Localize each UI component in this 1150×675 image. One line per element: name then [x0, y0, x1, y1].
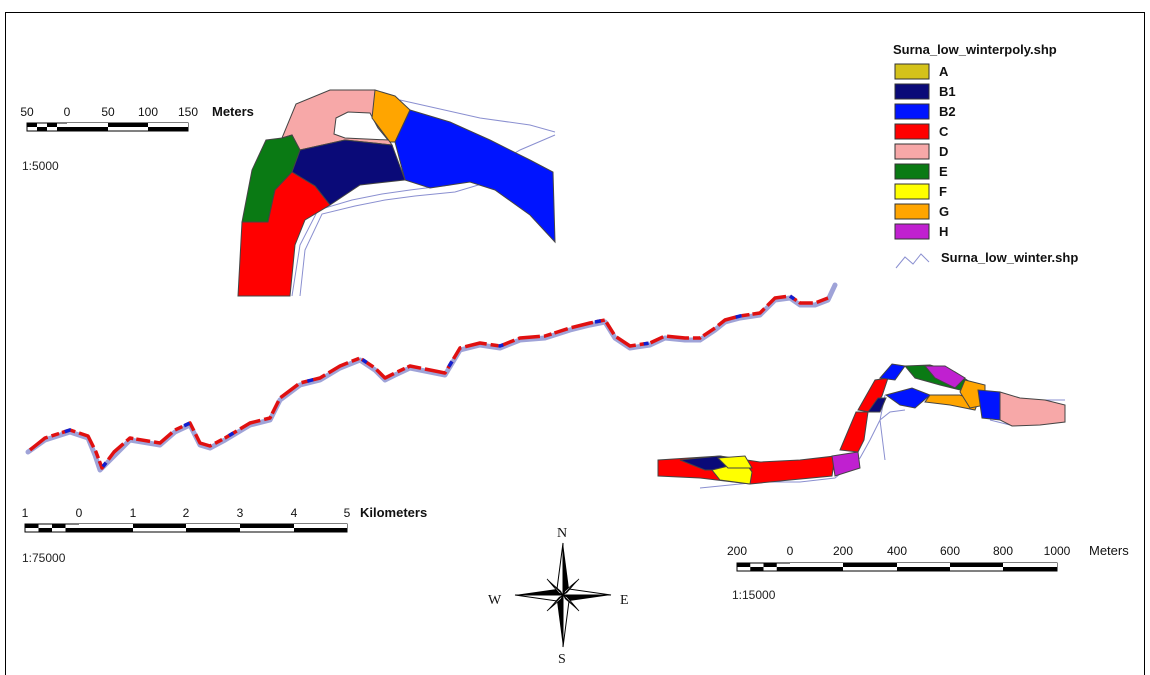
- scalebar-mid-segment: [1003, 563, 1057, 567]
- scalebar-detail-segment: [57, 127, 67, 131]
- compass-e: E: [620, 593, 629, 608]
- scalebar-overview-ratio: 1:75000: [22, 551, 66, 565]
- polygon-b2: [394, 109, 556, 244]
- legend-line-label: Surna_low_winter.shp: [941, 250, 1078, 265]
- scalebar-detail-tick-label: 0: [64, 105, 71, 119]
- scalebar-mid-tick-label: 0: [787, 544, 794, 558]
- scalebar-overview-segment: [38, 528, 52, 532]
- scalebar-overview-unit: Kilometers: [360, 505, 427, 520]
- scalebar-detail: 50 0 50 100 150 Meters 1:5000: [20, 104, 254, 173]
- scalebar-mid-segment: [897, 567, 950, 571]
- scalebar-overview-segment: [79, 528, 133, 532]
- scalebar-mid-ratio: 1:15000: [732, 588, 776, 602]
- scalebar-mid-segment: [950, 563, 1003, 567]
- scalebar-overview-tick-label: 1: [130, 506, 137, 520]
- legend-swatch-a: [894, 63, 930, 80]
- scalebar-overview-tick-label: 5: [344, 506, 351, 520]
- scalebar-overview-tick-label: 0: [76, 506, 83, 520]
- scalebar-overview-segment: [79, 524, 133, 528]
- legend-label-d: D: [939, 144, 948, 159]
- scalebar-detail-unit: Meters: [212, 104, 254, 119]
- scalebar-mid: 200 0 200 400 600 800 1000 Meters 1:15000: [727, 543, 1129, 602]
- overview-river: [25, 282, 838, 473]
- compass-s: S: [558, 652, 566, 667]
- scalebar-detail-tick-label: 100: [138, 105, 158, 119]
- scalebar-mid-tick-label: 1000: [1044, 544, 1071, 558]
- scalebar-mid-tick-label: 200: [727, 544, 747, 558]
- map-frame: [5, 12, 1145, 675]
- scalebar-overview-segment: [240, 524, 294, 528]
- scalebar-detail-tick-label: 50: [20, 105, 34, 119]
- scalebar-overview-tick-label: 3: [237, 506, 244, 520]
- scalebar-overview-tick-label: 1: [22, 506, 29, 520]
- scalebar-mid-segment: [843, 563, 897, 567]
- legend-swatch-f: [894, 183, 930, 200]
- polygon-c: [237, 171, 331, 297]
- scalebar-detail-ratio: 1:5000: [22, 159, 59, 173]
- scalebar-detail-tick-label: 50: [101, 105, 115, 119]
- north-arrow: N S E W: [488, 526, 629, 667]
- scalebar-detail-segment: [27, 123, 37, 127]
- scalebar-detail-segment: [148, 123, 188, 127]
- legend-label-f: F: [939, 184, 947, 199]
- scalebar-detail-segment: [67, 127, 108, 131]
- legend-line-symbol: [895, 253, 930, 269]
- legend-label-e: E: [939, 164, 948, 179]
- scalebar-mid-segment: [790, 563, 843, 567]
- scalebar-overview-segment: [294, 524, 347, 528]
- scalebar-detail-segment: [37, 127, 47, 131]
- scalebar-mid-unit: Meters: [1089, 543, 1129, 558]
- scalebar-overview-segment: [52, 524, 66, 528]
- legend-label-a: A: [939, 64, 949, 79]
- legend-label-b2: B2: [939, 104, 956, 119]
- legend-title: Surna_low_winterpoly.shp: [893, 42, 1057, 57]
- legend-swatch-c: [894, 123, 930, 140]
- scalebar-mid-segment: [790, 567, 843, 571]
- legend-swatch-b1: [894, 83, 930, 100]
- scalebar-overview: 1 0 1 2 3 4 5 Kilometers 1:75000: [22, 505, 428, 565]
- mid-map: [657, 363, 1066, 489]
- legend-swatch-e: [894, 163, 930, 180]
- scalebar-overview-segment: [294, 528, 347, 532]
- legend-label-h: H: [939, 224, 948, 239]
- scalebar-overview-tick-label: 2: [183, 506, 190, 520]
- river-channel: [28, 294, 829, 470]
- legend-swatch-b2: [894, 103, 930, 120]
- scalebar-overview-segment: [186, 524, 240, 528]
- scalebar-mid-tick-label: 200: [833, 544, 853, 558]
- scalebar-overview-segment: [65, 528, 79, 532]
- legend-label-c: C: [939, 124, 949, 139]
- legend-swatch-g: [894, 203, 930, 220]
- compass-w: W: [488, 593, 502, 608]
- scalebar-mid-segment: [750, 567, 764, 571]
- scalebar-mid-tick-label: 800: [993, 544, 1013, 558]
- scalebar-overview-segment: [133, 524, 186, 528]
- scalebar-mid-segment: [763, 563, 777, 567]
- scalebar-detail-segment: [108, 123, 148, 127]
- scalebar-detail-segment: [148, 127, 188, 131]
- legend-swatch-d: [894, 143, 930, 160]
- scalebar-detail-segment: [47, 123, 57, 127]
- compass-n: N: [557, 526, 567, 541]
- scalebar-detail-tick-label: 150: [178, 105, 198, 119]
- legend-label-b1: B1: [939, 84, 956, 99]
- scalebar-overview-segment: [25, 524, 39, 528]
- scalebar-overview-tick-label: 4: [291, 506, 298, 520]
- detail-map: [237, 89, 556, 297]
- legend-swatch-h: [894, 223, 930, 240]
- legend-label-g: G: [939, 204, 949, 219]
- scalebar-mid-tick-label: 400: [887, 544, 907, 558]
- scalebar-mid-segment: [897, 563, 950, 567]
- scalebar-mid-tick-label: 600: [940, 544, 960, 558]
- scalebar-mid-segment: [737, 563, 751, 567]
- scalebar-mid-segment: [776, 567, 790, 571]
- scalebar-overview-segment: [186, 528, 240, 532]
- scalebar-mid-segment: [1003, 567, 1057, 571]
- scalebar-detail-segment: [67, 123, 108, 127]
